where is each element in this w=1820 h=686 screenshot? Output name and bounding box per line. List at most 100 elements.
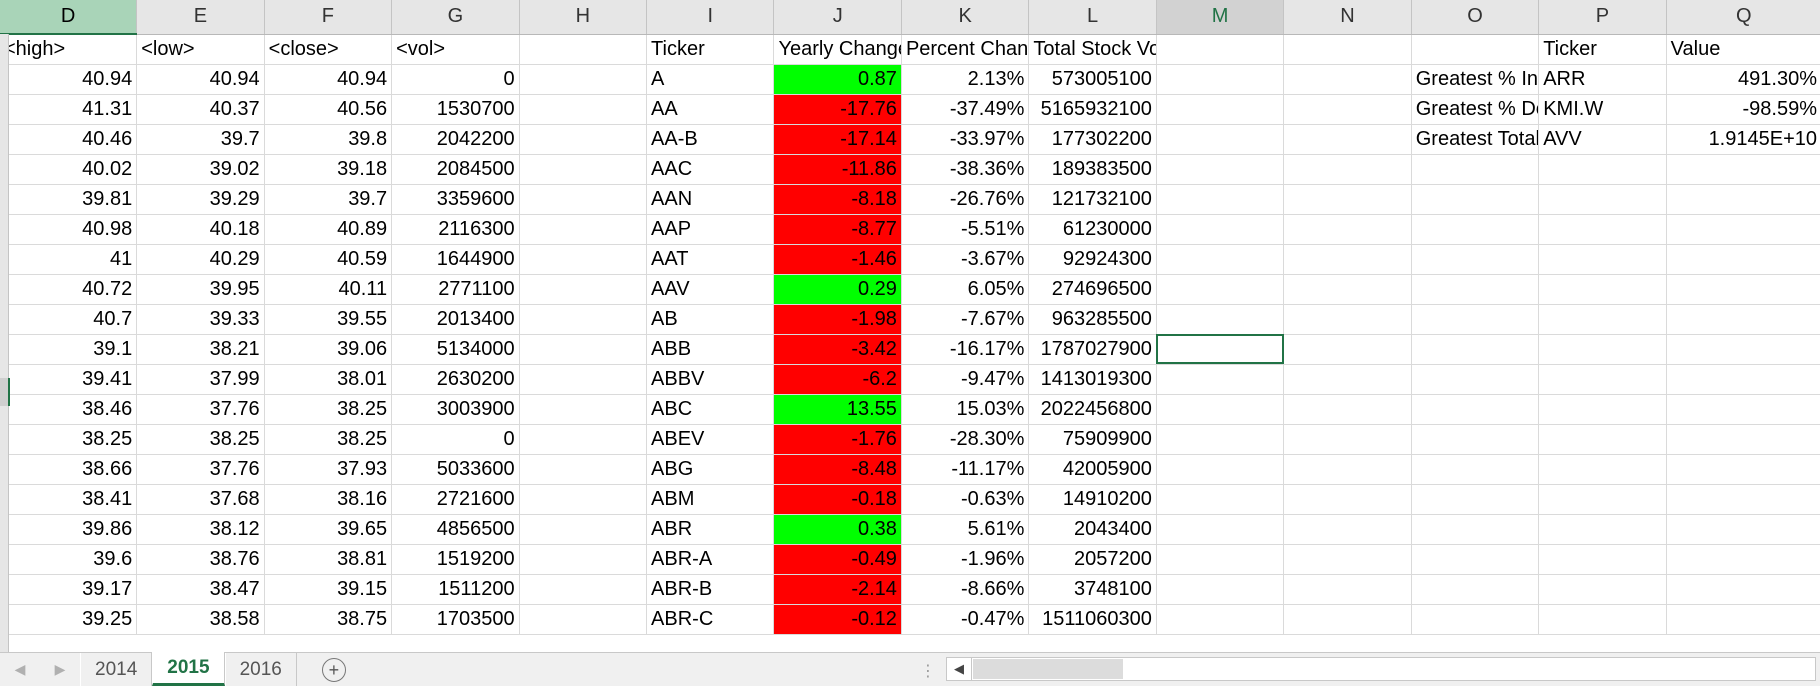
cell-k4[interactable]: -33.97% [901,124,1030,155]
cell-l19[interactable]: 3748100 [1028,574,1157,605]
cell-d13[interactable]: 38.46 [0,394,138,425]
cell-e18[interactable]: 38.76 [136,544,265,575]
cell-k5[interactable]: -38.36% [901,154,1030,185]
cell-f7[interactable]: 40.89 [264,214,393,245]
cell-d16[interactable]: 38.41 [0,484,138,515]
cell-n20[interactable] [1283,604,1412,635]
cell-q11[interactable] [1666,334,1820,365]
cell-p15[interactable] [1538,454,1667,485]
cell-n9[interactable] [1283,274,1412,305]
column-header-g[interactable]: G [391,0,520,35]
column-header-m[interactable]: M [1156,0,1285,35]
cell-k16[interactable]: -0.63% [901,484,1030,515]
cell-o13[interactable] [1411,394,1540,425]
cell-e16[interactable]: 37.68 [136,484,265,515]
cell-i6[interactable]: AAN [646,184,775,215]
cell-h13[interactable] [519,394,648,425]
cell-d8[interactable]: 41 [0,244,138,275]
cell-p17[interactable] [1538,514,1667,545]
cell-m13[interactable] [1156,394,1285,425]
cell-h7[interactable] [519,214,648,245]
cell-j4[interactable]: -17.14 [773,124,902,155]
cell-g1[interactable]: <vol> [391,34,520,65]
cell-o18[interactable] [1411,544,1540,575]
cell-j19[interactable]: -2.14 [773,574,902,605]
cell-q14[interactable] [1666,424,1820,455]
cell-g14[interactable]: 0 [391,424,520,455]
cell-h6[interactable] [519,184,648,215]
cell-f17[interactable]: 39.65 [264,514,393,545]
cell-j15[interactable]: -8.48 [773,454,902,485]
cell-h12[interactable] [519,364,648,395]
cell-m12[interactable] [1156,364,1285,395]
cell-n16[interactable] [1283,484,1412,515]
cell-k18[interactable]: -1.96% [901,544,1030,575]
cell-i16[interactable]: ABM [646,484,775,515]
cell-q5[interactable] [1666,154,1820,185]
cell-q3[interactable]: -98.59% [1666,94,1820,125]
cell-k3[interactable]: -37.49% [901,94,1030,125]
column-header-i[interactable]: I [646,0,775,35]
column-header-k[interactable]: K [901,0,1030,35]
cell-n14[interactable] [1283,424,1412,455]
cell-k7[interactable]: -5.51% [901,214,1030,245]
cell-g6[interactable]: 3359600 [391,184,520,215]
cell-l10[interactable]: 963285500 [1028,304,1157,335]
cell-l14[interactable]: 75909900 [1028,424,1157,455]
cell-h1[interactable] [519,34,648,65]
cell-i19[interactable]: ABR-B [646,574,775,605]
cell-n17[interactable] [1283,514,1412,545]
cell-k20[interactable]: -0.47% [901,604,1030,635]
column-header-h[interactable]: H [519,0,648,35]
cell-d11[interactable]: 39.1 [0,334,138,365]
cell-f6[interactable]: 39.7 [264,184,393,215]
cell-l12[interactable]: 1413019300 [1028,364,1157,395]
cell-k19[interactable]: -8.66% [901,574,1030,605]
cell-j18[interactable]: -0.49 [773,544,902,575]
cell-j17[interactable]: 0.38 [773,514,902,545]
cell-d7[interactable]: 40.98 [0,214,138,245]
cell-m14[interactable] [1156,424,1285,455]
sheet-tab-2015[interactable]: 2015 [152,652,225,686]
cell-l13[interactable]: 2022456800 [1028,394,1157,425]
cell-n11[interactable] [1283,334,1412,365]
cell-m17[interactable] [1156,514,1285,545]
cell-o7[interactable] [1411,214,1540,245]
cell-g8[interactable]: 1644900 [391,244,520,275]
cell-h20[interactable] [519,604,648,635]
cell-m16[interactable] [1156,484,1285,515]
cell-f12[interactable]: 38.01 [264,364,393,395]
cell-n2[interactable] [1283,64,1412,95]
cell-f2[interactable]: 40.94 [264,64,393,95]
cell-d20[interactable]: 39.25 [0,604,138,635]
cell-f13[interactable]: 38.25 [264,394,393,425]
cell-d5[interactable]: 40.02 [0,154,138,185]
cell-q20[interactable] [1666,604,1820,635]
column-header-n[interactable]: N [1283,0,1412,35]
cell-p2[interactable]: ARR [1538,64,1667,95]
cell-l6[interactable]: 121732100 [1028,184,1157,215]
cell-d10[interactable]: 40.7 [0,304,138,335]
cell-n4[interactable] [1283,124,1412,155]
cell-n5[interactable] [1283,154,1412,185]
cell-k8[interactable]: -3.67% [901,244,1030,275]
cell-l5[interactable]: 189383500 [1028,154,1157,185]
column-header-f[interactable]: F [264,0,393,35]
cell-p18[interactable] [1538,544,1667,575]
cell-j6[interactable]: -8.18 [773,184,902,215]
cell-l1[interactable]: Total Stock Volume [1028,34,1157,65]
column-header-o[interactable]: O [1411,0,1540,35]
cell-n18[interactable] [1283,544,1412,575]
cell-e12[interactable]: 37.99 [136,364,265,395]
cell-j11[interactable]: -3.42 [773,334,902,365]
column-header-l[interactable]: L [1028,0,1157,35]
cell-q9[interactable] [1666,274,1820,305]
cell-f19[interactable]: 39.15 [264,574,393,605]
cell-m19[interactable] [1156,574,1285,605]
cell-k12[interactable]: -9.47% [901,364,1030,395]
cell-i13[interactable]: ABC [646,394,775,425]
cell-q7[interactable] [1666,214,1820,245]
cell-m4[interactable] [1156,124,1285,155]
cell-m3[interactable] [1156,94,1285,125]
cell-i9[interactable]: AAV [646,274,775,305]
